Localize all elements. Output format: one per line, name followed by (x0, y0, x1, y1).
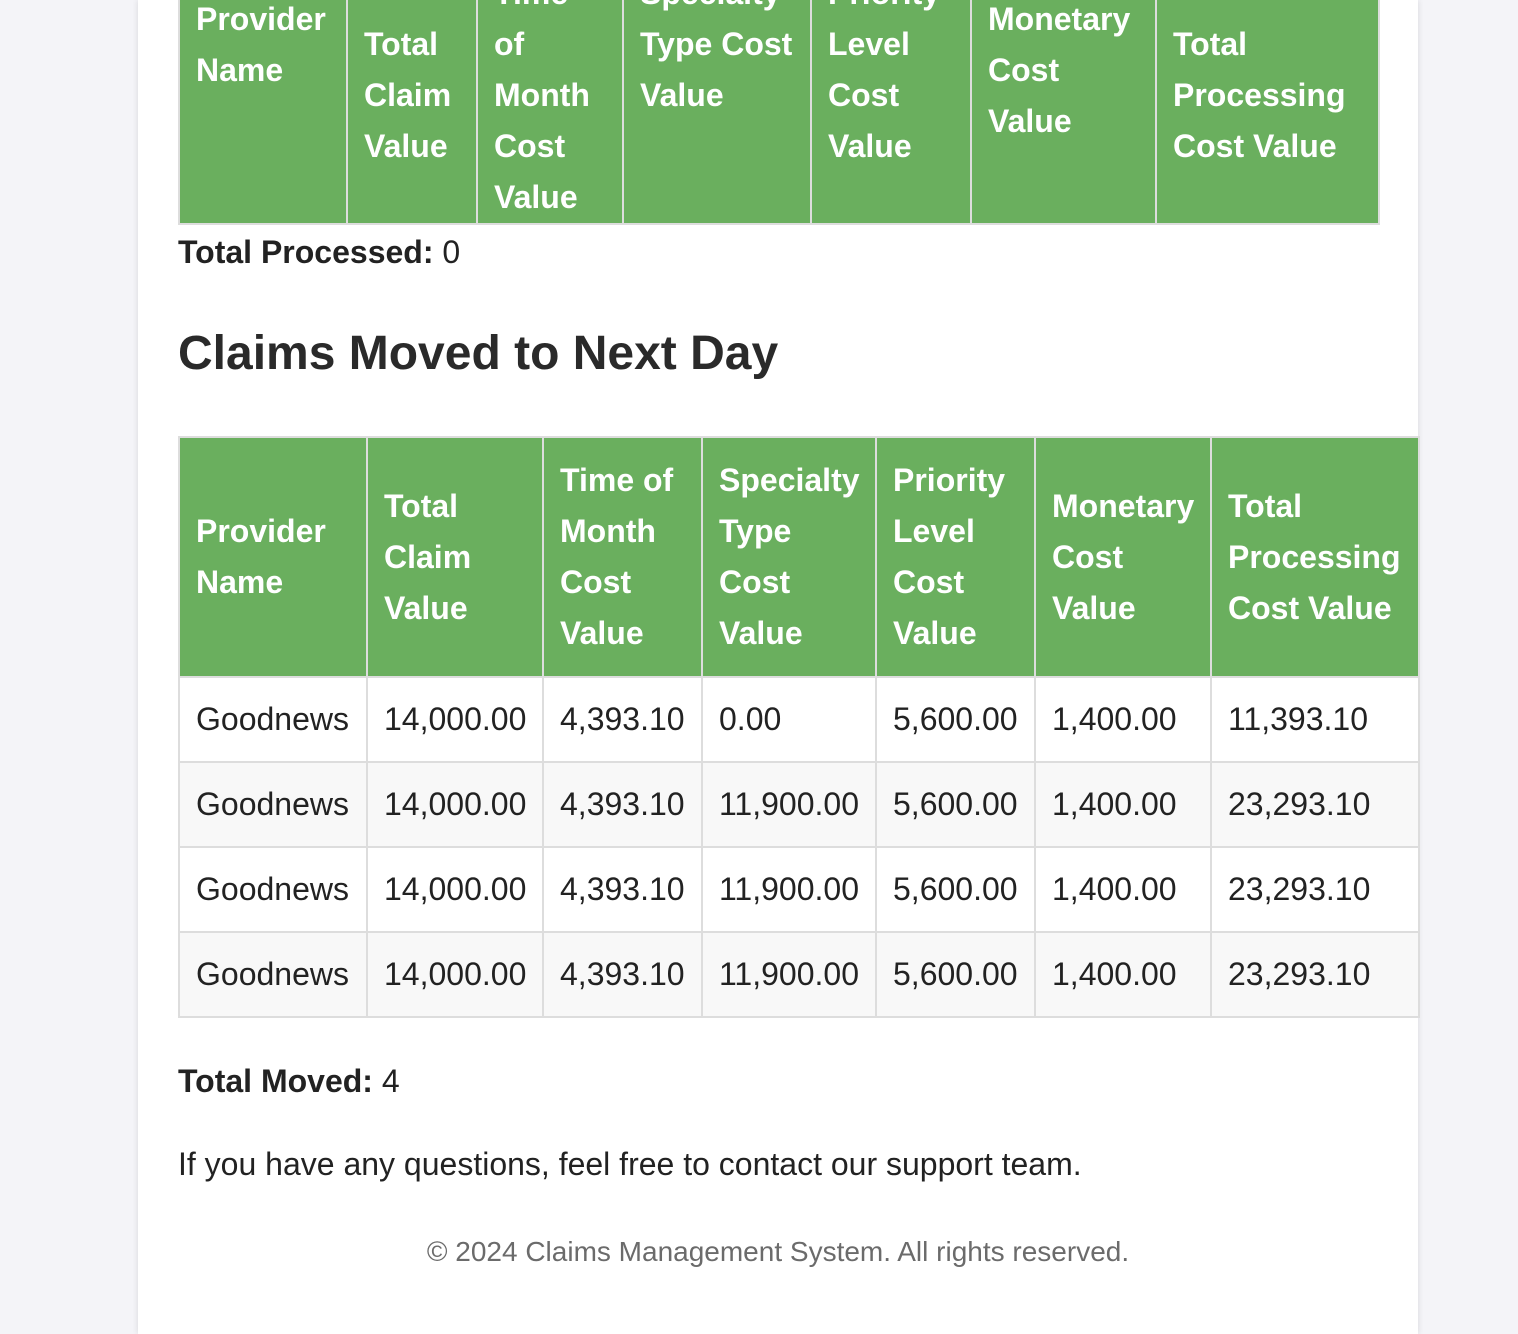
table-row: Goodnews 14,000.00 4,393.10 11,900.00 5,… (178, 761, 1420, 848)
col-total-claim-value: Total Claim Value (346, 0, 478, 225)
cell-priority-level-cost: 5,600.00 (875, 761, 1036, 848)
cell-time-of-month-cost: 4,393.10 (542, 761, 703, 848)
table-header-row: Provider Name Total Claim Value Time of … (178, 0, 1380, 225)
cell-monetary-cost: 1,400.00 (1034, 676, 1212, 763)
col-time-of-month-cost: Time of Month Cost Value (542, 436, 703, 678)
cell-total-processing-cost: 23,293.10 (1210, 846, 1420, 933)
email-card: Provider Name Total Claim Value Time of … (138, 0, 1420, 1334)
col-priority-level-cost: Priority Level Cost Value (810, 0, 972, 225)
cell-time-of-month-cost: 4,393.10 (542, 676, 703, 763)
total-moved-label: Total Moved: (178, 1063, 373, 1099)
cell-provider-name: Goodnews (178, 676, 368, 763)
cell-monetary-cost: 1,400.00 (1034, 846, 1212, 933)
total-processed-label: Total Processed: (178, 234, 434, 270)
section-title-moved: Claims Moved to Next Day (178, 327, 779, 380)
copyright-footer: © 2024 Claims Management System. All rig… (426, 1236, 1130, 1267)
cell-specialty-type-cost: 11,900.00 (701, 846, 877, 933)
col-priority-level-cost: Priority Level Cost Value (875, 436, 1036, 678)
cell-specialty-type-cost: 11,900.00 (701, 931, 877, 1018)
col-provider-name: Provider Name (178, 436, 368, 678)
cell-total-claim-value: 14,000.00 (366, 846, 544, 933)
cell-provider-name: Goodnews (178, 761, 368, 848)
table-row: Goodnews 14,000.00 4,393.10 11,900.00 5,… (178, 846, 1420, 933)
col-total-processing-cost: Total Processing Cost Value (1210, 436, 1420, 678)
total-processed-value: 0 (442, 234, 461, 270)
col-specialty-type-cost: Specialty Type Cost Value (622, 0, 812, 225)
cell-provider-name: Goodnews (178, 931, 368, 1018)
contact-note: If you have any questions, feel free to … (178, 1146, 1082, 1182)
cell-provider-name: Goodnews (178, 846, 368, 933)
cell-total-processing-cost: 23,293.10 (1210, 761, 1420, 848)
cell-monetary-cost: 1,400.00 (1034, 761, 1212, 848)
cell-total-processing-cost: 23,293.10 (1210, 931, 1420, 1018)
total-processed: Total Processed: 0 (178, 234, 460, 271)
cell-specialty-type-cost: 11,900.00 (701, 761, 877, 848)
moved-claims-table: Provider Name Total Claim Value Time of … (178, 436, 1420, 1018)
cell-specialty-type-cost: 0.00 (701, 676, 877, 763)
col-specialty-type-cost: Specialty Type Cost Value (701, 436, 877, 678)
col-monetary-cost: Monetary Cost Value (970, 0, 1157, 225)
cell-total-claim-value: 14,000.00 (366, 676, 544, 763)
cell-monetary-cost: 1,400.00 (1034, 931, 1212, 1018)
cell-total-claim-value: 14,000.00 (366, 931, 544, 1018)
table-row: Goodnews 14,000.00 4,393.10 11,900.00 5,… (178, 931, 1420, 1018)
cell-total-processing-cost: 11,393.10 (1210, 676, 1420, 763)
col-provider-name: Provider Name (178, 0, 348, 225)
total-moved: Total Moved: 4 (178, 1063, 400, 1100)
col-time-of-month-cost: Time of Month Cost Value (476, 0, 624, 225)
col-total-claim-value: Total Claim Value (366, 436, 544, 678)
cell-time-of-month-cost: 4,393.10 (542, 931, 703, 1018)
cell-priority-level-cost: 5,600.00 (875, 846, 1036, 933)
cell-total-claim-value: 14,000.00 (366, 761, 544, 848)
total-moved-value: 4 (381, 1063, 400, 1099)
cell-priority-level-cost: 5,600.00 (875, 676, 1036, 763)
col-total-processing-cost: Total Processing Cost Value (1155, 0, 1380, 225)
table-header-row: Provider Name Total Claim Value Time of … (178, 436, 1420, 678)
cell-time-of-month-cost: 4,393.10 (542, 846, 703, 933)
table-row: Goodnews 14,000.00 4,393.10 0.00 5,600.0… (178, 676, 1420, 763)
processed-claims-table: Provider Name Total Claim Value Time of … (178, 0, 1380, 225)
col-monetary-cost: Monetary Cost Value (1034, 436, 1212, 678)
cell-priority-level-cost: 5,600.00 (875, 931, 1036, 1018)
